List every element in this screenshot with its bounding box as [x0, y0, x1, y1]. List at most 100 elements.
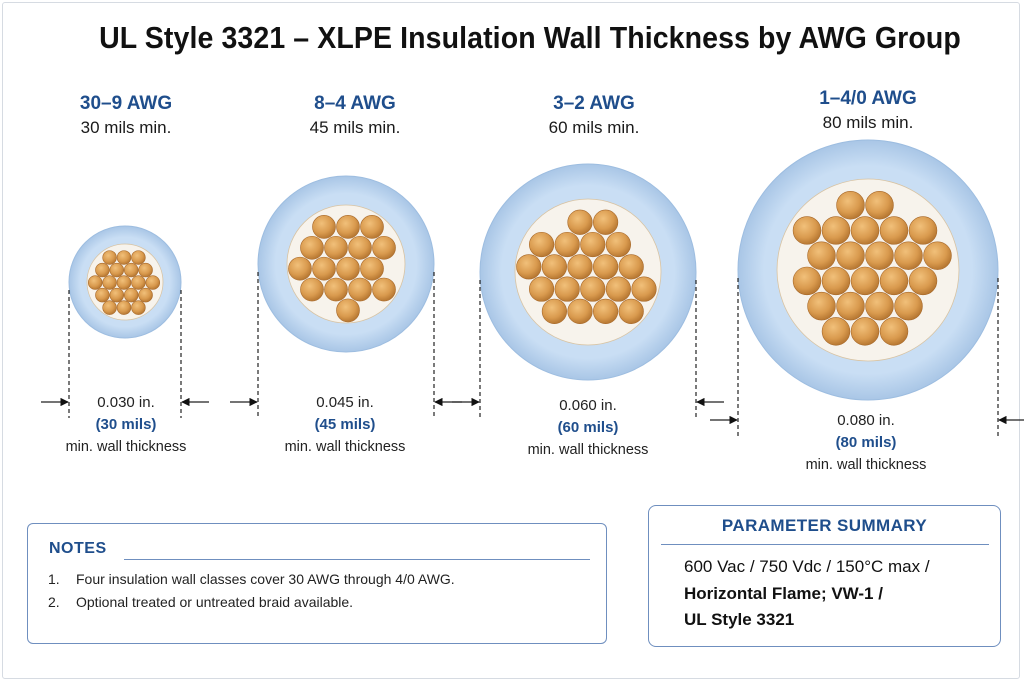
copper-strand — [87, 275, 103, 290]
copper-strand — [131, 275, 146, 290]
wall-mils: (80 mils) — [835, 434, 897, 451]
copper-strand — [618, 298, 644, 324]
copper-strand — [529, 276, 555, 302]
notes-list: 1. Four insulation wall classes cover 30 … — [28, 568, 455, 614]
copper-strand — [879, 216, 909, 245]
awg-range: 1–4/0 AWG — [819, 88, 917, 109]
copper-strand — [807, 291, 836, 321]
copper-strand — [580, 276, 606, 302]
summary-divider — [661, 544, 989, 545]
copper-strand — [807, 241, 836, 270]
copper-strand — [336, 256, 360, 281]
copper-strand — [95, 287, 110, 303]
copper-strand — [541, 298, 567, 324]
copper-strand — [554, 231, 580, 258]
copper-strand — [593, 254, 619, 280]
group-header-4: 1–4/0 AWG 80 mils min. — [768, 88, 968, 136]
copper-strand — [145, 275, 161, 290]
note-number: 2. — [48, 594, 60, 610]
wall-inches: 0.080 in. — [837, 412, 895, 429]
awg-range: 8–4 AWG — [314, 93, 396, 114]
copper-strand — [109, 287, 125, 303]
copper-strand — [131, 250, 146, 265]
copper-strand — [372, 235, 396, 260]
min-mils: 45 mils min. — [309, 118, 401, 137]
copper-strand — [312, 215, 336, 239]
copper-strand — [138, 287, 153, 303]
copper-strand — [138, 262, 153, 278]
copper-strand — [631, 276, 657, 302]
wall-caption: min. wall thickness — [527, 442, 649, 458]
copper-strand — [300, 277, 324, 302]
copper-strand — [923, 241, 952, 270]
copper-strand — [123, 287, 139, 303]
summary-title: PARAMETER SUMMARY — [721, 516, 928, 535]
copper-strand — [360, 256, 384, 281]
wall-inches: 0.045 in. — [316, 394, 374, 411]
min-mils: 60 mils min. — [548, 118, 640, 137]
copper-strand — [312, 256, 336, 281]
summary-flame-rating: Horizontal Flame; VW-1 / — [684, 583, 883, 603]
copper-strand — [372, 277, 396, 302]
copper-strand — [567, 254, 593, 280]
copper-strand — [879, 317, 909, 346]
cable-3 — [479, 163, 697, 381]
copper-strand — [348, 235, 372, 260]
copper-strand — [336, 298, 360, 323]
copper-strand — [850, 266, 880, 296]
wall-mils: (60 mils) — [557, 419, 619, 436]
copper-strand — [116, 300, 132, 315]
copper-strand — [567, 209, 593, 235]
note-text: Optional treated or untreated braid avai… — [76, 594, 354, 610]
copper-strand — [879, 266, 909, 296]
copper-strand — [541, 254, 567, 280]
copper-strand — [102, 250, 117, 265]
copper-strand — [821, 317, 851, 346]
summary-style: UL Style 3321 — [684, 610, 795, 629]
copper-strand — [300, 235, 324, 260]
wall-inches: 0.030 in. — [97, 394, 155, 411]
copper-strand — [288, 256, 312, 281]
copper-strand — [580, 231, 606, 258]
wall-dimension-4 — [710, 278, 1024, 436]
cable-4 — [737, 139, 999, 401]
wall-mils: (45 mils) — [314, 416, 376, 433]
copper-strand — [618, 254, 644, 280]
copper-strand — [109, 262, 125, 278]
copper-strand — [836, 291, 865, 321]
wall-dimension-2 — [230, 272, 462, 418]
parameter-summary-box: PARAMETER SUMMARY 600 Vac / 750 Vdc / 15… — [648, 505, 1001, 647]
copper-strand — [102, 275, 117, 290]
copper-strand — [850, 216, 880, 245]
notes-title: NOTES — [49, 540, 107, 557]
copper-strand — [324, 277, 348, 302]
wall-dimension-3 — [452, 280, 724, 418]
copper-strand — [567, 298, 593, 324]
copper-strand — [865, 291, 894, 321]
cable-1 — [68, 225, 182, 339]
copper-strand — [95, 262, 110, 278]
copper-strand — [593, 298, 619, 324]
copper-strand — [593, 209, 619, 235]
awg-range: 30–9 AWG — [79, 93, 173, 114]
copper-strand — [865, 241, 894, 270]
notes-box: NOTES 1. Four insulation wall classes cov… — [27, 523, 607, 644]
copper-strand — [836, 241, 865, 270]
copper-strand — [605, 231, 631, 258]
copper-strand — [324, 235, 348, 260]
copper-strand — [792, 266, 822, 296]
copper-strand — [116, 275, 132, 290]
copper-strand — [865, 191, 894, 220]
summary-lines: 600 Vac / 750 Vdc / 150°C max / Horizont… — [684, 554, 930, 634]
copper-strand — [516, 254, 542, 280]
copper-strand — [123, 262, 139, 278]
dimension-label-4: 0.080 in. (80 mils) min. wall thickness — [766, 410, 966, 476]
summary-ratings: 600 Vac / 750 Vdc / 150°C max / — [684, 557, 930, 576]
copper-strand — [894, 291, 923, 321]
copper-strand — [336, 215, 360, 239]
wall-caption: min. wall thickness — [805, 457, 927, 473]
copper-strand — [529, 231, 555, 258]
min-mils: 80 mils min. — [822, 113, 914, 132]
